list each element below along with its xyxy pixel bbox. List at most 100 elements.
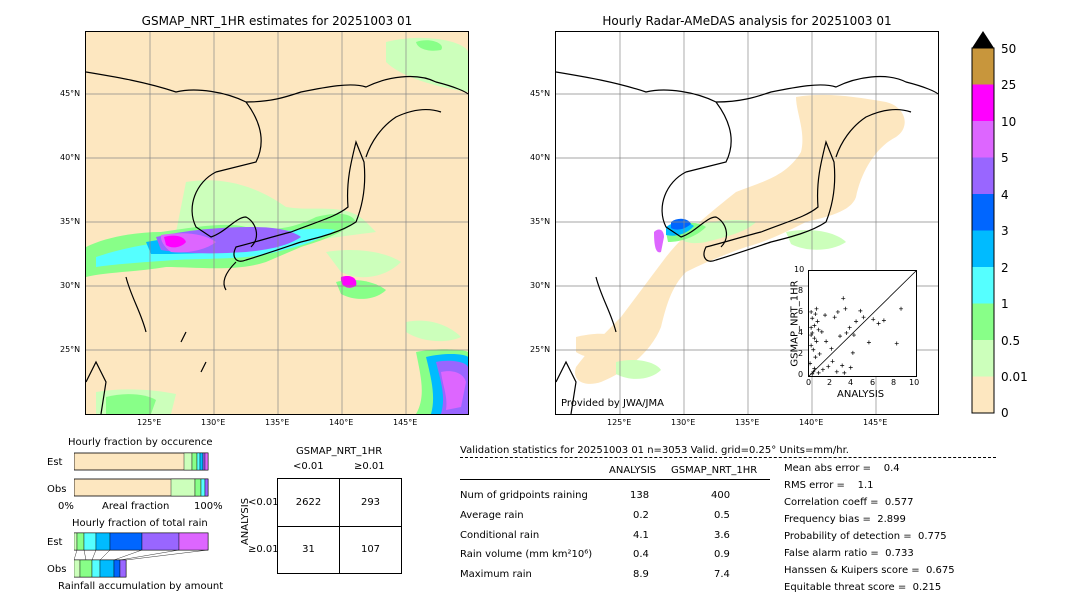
hourly-occurrence-title: Hourly fraction by occurence <box>68 437 213 448</box>
scatter-ytick-8: 8 <box>798 286 804 295</box>
colorbar-label-5: 5 <box>1001 151 1009 165</box>
colorbar-band-5 <box>972 230 994 267</box>
contingency-row1: <0.01 <box>248 497 279 508</box>
scatter-point-15 <box>817 351 822 356</box>
left-lat-label-35: 35°N <box>60 217 81 226</box>
score-1: RMS error = 1.1 <box>784 480 874 491</box>
colorbar-band-2 <box>972 121 994 158</box>
scatter-point-4 <box>811 347 816 352</box>
colorbar-band-4 <box>972 194 994 231</box>
scatter-point-8 <box>809 309 814 314</box>
stat-analysis-3: 0.4 <box>633 549 649 560</box>
right-map-title: Hourly Radar-AMeDAS analysis for 2025100… <box>602 14 892 28</box>
scatter-ytick-4: 4 <box>798 328 804 337</box>
scatter-point-30 <box>835 309 840 314</box>
colorbar-label-3: 3 <box>1001 224 1009 238</box>
scatter-point-48 <box>809 325 814 330</box>
est-label-1: Est <box>47 457 63 468</box>
scatter-xlabel: ANALYSIS <box>837 389 885 400</box>
scatter-point-39 <box>814 306 819 311</box>
right-lat-label-45: 45°N <box>530 89 551 98</box>
scatter-xtick-10: 10 <box>909 378 920 387</box>
colorbar-band-1 <box>972 84 994 121</box>
scatter-point-27 <box>850 350 855 355</box>
scatter-ytick-0: 0 <box>798 370 804 379</box>
scatter-ytick-10: 10 <box>794 265 805 274</box>
right-lon-label-140: 140°E <box>799 418 824 427</box>
left-lat-label-45: 45°N <box>60 89 81 98</box>
scatter-point-32 <box>861 315 866 320</box>
colorbar-band-7 <box>972 303 994 340</box>
scatter-point-41 <box>894 341 899 346</box>
right-lat-label-35: 35°N <box>530 217 551 226</box>
obs-label-1: Obs <box>47 484 67 495</box>
scatter-point-25 <box>851 333 856 338</box>
stat-gsmap-1: 0.5 <box>714 510 730 521</box>
scatter-point-18 <box>830 359 835 364</box>
contingency-cell-22: 107 <box>360 544 381 555</box>
scatter-point-34 <box>871 317 876 322</box>
scatter-point-21 <box>842 370 847 375</box>
stat-label-0: Num of gridpoints raining <box>460 490 588 501</box>
scatter-point-16 <box>820 367 825 372</box>
stat-label-1: Average rain <box>460 510 524 521</box>
colorbar-label-50: 50 <box>1001 42 1017 56</box>
scatter-point-29 <box>832 315 837 320</box>
left-lon-label-140: 140°E <box>329 418 354 427</box>
scatter-point-28 <box>848 365 853 370</box>
axis-mid-label: Areal fraction <box>102 501 170 512</box>
scatter-point-47 <box>829 346 834 351</box>
scatter-ytick-6: 6 <box>798 307 804 316</box>
scatter-point-22 <box>838 334 843 339</box>
total-rain-bars <box>74 532 209 578</box>
scatter-point-13 <box>809 343 814 348</box>
obs-label-2: Obs <box>47 564 67 575</box>
scatter-ylabel: GSMAP_NRT_1HR <box>789 280 801 367</box>
provided-by-label: Provided by JWA/JMA <box>561 398 664 409</box>
scatter-point-45 <box>816 370 821 375</box>
scatter-point-35 <box>876 321 881 326</box>
scatter-point-10 <box>812 366 817 371</box>
scatter-xtick-8: 8 <box>891 378 897 387</box>
scatter-inset <box>808 270 917 377</box>
scatter-point-20 <box>840 363 845 368</box>
scatter-point-49 <box>812 336 817 341</box>
scatter-point-46 <box>824 339 829 344</box>
stat-label-2: Conditional rain <box>460 530 540 541</box>
colorbar-label-4: 4 <box>1001 188 1009 202</box>
left-lon-label-135: 135°E <box>265 418 290 427</box>
scatter-point-0 <box>810 316 815 321</box>
scatter-point-31 <box>843 306 848 311</box>
scatter-point-1 <box>812 323 817 328</box>
colorbar-label-2: 2 <box>1001 261 1009 275</box>
contingency-cell-11: 2622 <box>295 497 322 508</box>
est-label-2: Est <box>47 537 63 548</box>
scatter-point-33 <box>866 340 871 345</box>
stat-gsmap-3: 0.9 <box>714 549 730 560</box>
validation-divider <box>460 457 996 458</box>
scatter-point-2 <box>809 333 814 338</box>
scatter-point-3 <box>815 319 820 324</box>
colorbar-band-0 <box>972 48 994 85</box>
left-map-title: GSMAP_NRT_1HR estimates for 20251003 01 <box>141 14 413 28</box>
right-lon-label-145: 145°E <box>863 418 888 427</box>
scatter-point-42 <box>881 318 886 323</box>
stat-analysis-4: 8.9 <box>633 569 649 580</box>
axis-left-label: 0% <box>58 501 74 512</box>
colorbar-label-25: 25 <box>1001 78 1017 92</box>
right-lat-label-30: 30°N <box>530 281 551 290</box>
stat-analysis-0: 138 <box>630 490 650 501</box>
axis-right-label: 100% <box>194 501 223 512</box>
contingency-cell-21: 31 <box>302 544 315 555</box>
score-6: Hanssen & Kuipers score = 0.675 <box>784 565 955 576</box>
colorbar-label-10: 10 <box>1001 115 1017 129</box>
left-lat-label-40: 40°N <box>60 153 81 162</box>
stat-gsmap-4: 7.4 <box>714 569 730 580</box>
score-0: Mean abs error = 0.4 <box>784 463 900 474</box>
right-lat-label-25: 25°N <box>530 345 551 354</box>
hourly-total-rain-title: Hourly fraction of total rain <box>72 518 208 529</box>
contingency-cell-12: 293 <box>360 497 381 508</box>
scatter-point-19 <box>834 369 839 374</box>
scatter-point-9 <box>816 327 821 332</box>
score-5: False alarm ratio = 0.733 <box>784 548 914 559</box>
